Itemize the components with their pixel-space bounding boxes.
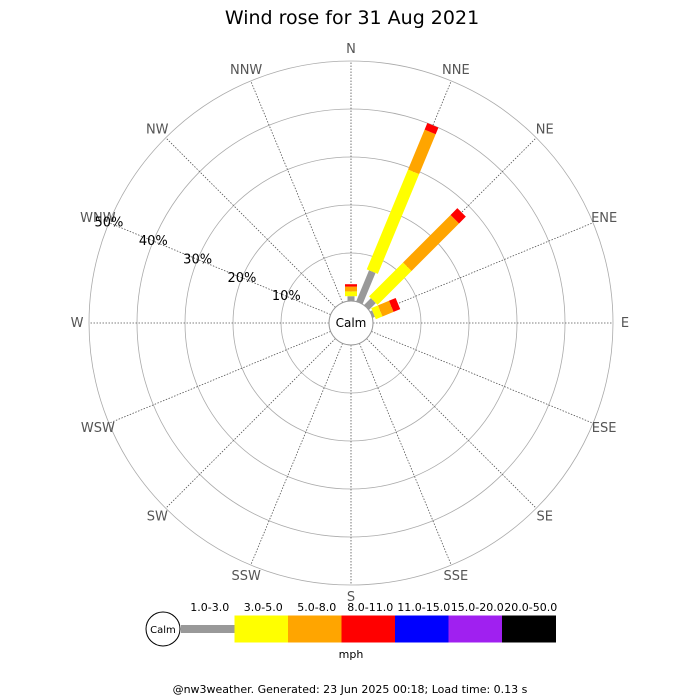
bar-n-8.0-11.0 — [345, 284, 357, 287]
bar-n-5.0-8.0 — [345, 286, 357, 292]
spoke-nw — [165, 137, 336, 308]
bar-nne-5.0-8.0 — [408, 129, 436, 175]
legend-unit: mph — [339, 648, 364, 661]
radial-tick-label: 30% — [183, 252, 212, 267]
legend-label-1.0-3.0: 1.0-3.0 — [190, 601, 229, 614]
bar-ene-3.0-5.0 — [371, 305, 383, 320]
spoke-wnw — [108, 222, 331, 315]
chart-title: Wind rose for 31 Aug 2021 — [225, 7, 479, 29]
bar-ene-5.0-8.0 — [377, 300, 394, 317]
spoke-se — [366, 338, 537, 509]
legend-swatch-20.0-50.0 — [502, 615, 556, 643]
direction-label-wnw: WNW — [80, 211, 116, 226]
bar-nne-3.0-5.0 — [366, 169, 420, 274]
bar-n-1.0-3.0 — [347, 296, 355, 301]
bar-ne-3.0-5.0 — [369, 262, 412, 305]
spoke-ssw — [250, 343, 343, 566]
legend-swatch-15.0-20.0 — [448, 615, 503, 643]
legend-label-20.0-50.0: 20.0-50.0 — [504, 601, 557, 614]
grid-ring-50 — [88, 60, 614, 586]
chart-labels: N NNE NE ENE E ESE SE SSE S SSW SW WSW W WNW NW NNW 10% 2… — [71, 42, 630, 605]
spoke-ese — [371, 331, 594, 424]
legend-label-11.0-15.0: 11.0-15.0 — [397, 601, 450, 614]
direction-label-ne: NE — [536, 122, 554, 137]
direction-label-se: SE — [537, 510, 553, 525]
calm-center: Calm — [328, 300, 374, 346]
radial-tick-label: 40% — [139, 234, 168, 249]
bar-ene-8.0-11.0 — [388, 298, 401, 312]
spoke-sse — [359, 343, 452, 566]
bar-nne-1.0-3.0 — [356, 270, 376, 305]
chart-grid — [88, 60, 614, 586]
direction-label-nne: NNE — [442, 63, 470, 78]
direction-label-nw: NW — [146, 122, 169, 137]
legend-swatch-11.0-15.0 — [395, 615, 449, 643]
legend-calm-label: Calm — [150, 625, 176, 636]
legend-swatch-3.0-5.0 — [234, 615, 289, 643]
legend-swatch-1.0-3.0 — [181, 625, 235, 633]
bar-ne-5.0-8.0 — [403, 214, 460, 271]
spoke-ene — [371, 222, 594, 315]
bar-n-3.0-5.0 — [345, 291, 357, 297]
radial-tick-label: 20% — [228, 271, 257, 286]
chart-bars — [345, 122, 466, 320]
legend-label-5.0-8.0: 5.0-8.0 — [297, 601, 336, 614]
spoke-sw — [165, 338, 336, 509]
spoke-nnw — [250, 80, 343, 303]
direction-label-ese: ESE — [592, 421, 617, 436]
legend-swatch-5.0-8.0 — [288, 615, 342, 643]
legend-swatch-8.0-11.0 — [341, 615, 396, 643]
radial-tick-label: 50% — [94, 216, 123, 231]
bar-ne-1.0-3.0 — [364, 298, 376, 310]
direction-label-e: E — [621, 316, 629, 331]
direction-label-s: S — [347, 590, 355, 605]
bar-ne-8.0-11.0 — [450, 208, 466, 224]
direction-label-w: W — [71, 316, 84, 331]
calm-circle — [328, 300, 374, 346]
calm-label: Calm — [336, 316, 367, 330]
bar-nne-8.0-11.0 — [424, 122, 439, 135]
legend-label-3.0-5.0: 3.0-5.0 — [244, 601, 283, 614]
direction-label-wsw: WSW — [81, 421, 115, 436]
direction-label-ssw: SSW — [231, 569, 261, 584]
direction-label-nnw: NNW — [230, 63, 262, 78]
bar-ene-1.0-3.0 — [369, 310, 375, 318]
legend-calm-circle — [145, 611, 181, 647]
direction-label-ene: ENE — [591, 211, 617, 226]
legend-label-8.0-11.0: 8.0-11.0 — [347, 601, 393, 614]
legend-label-15.0-20.0: 15.0-20.0 — [451, 601, 504, 614]
legend: Calm 1.0-3.0 3.0-5.0 5.0-8.0 8.0-11.0 11.0-15… — [145, 601, 557, 661]
spoke-wsw — [108, 331, 331, 424]
direction-label-n: N — [346, 42, 356, 57]
direction-label-sse: SSE — [443, 569, 468, 584]
direction-label-sw: SW — [147, 510, 168, 525]
radial-tick-label: 10% — [272, 289, 301, 304]
footer-text: @nw3weather. Generated: 23 Jun 2025 00:1… — [173, 683, 528, 696]
